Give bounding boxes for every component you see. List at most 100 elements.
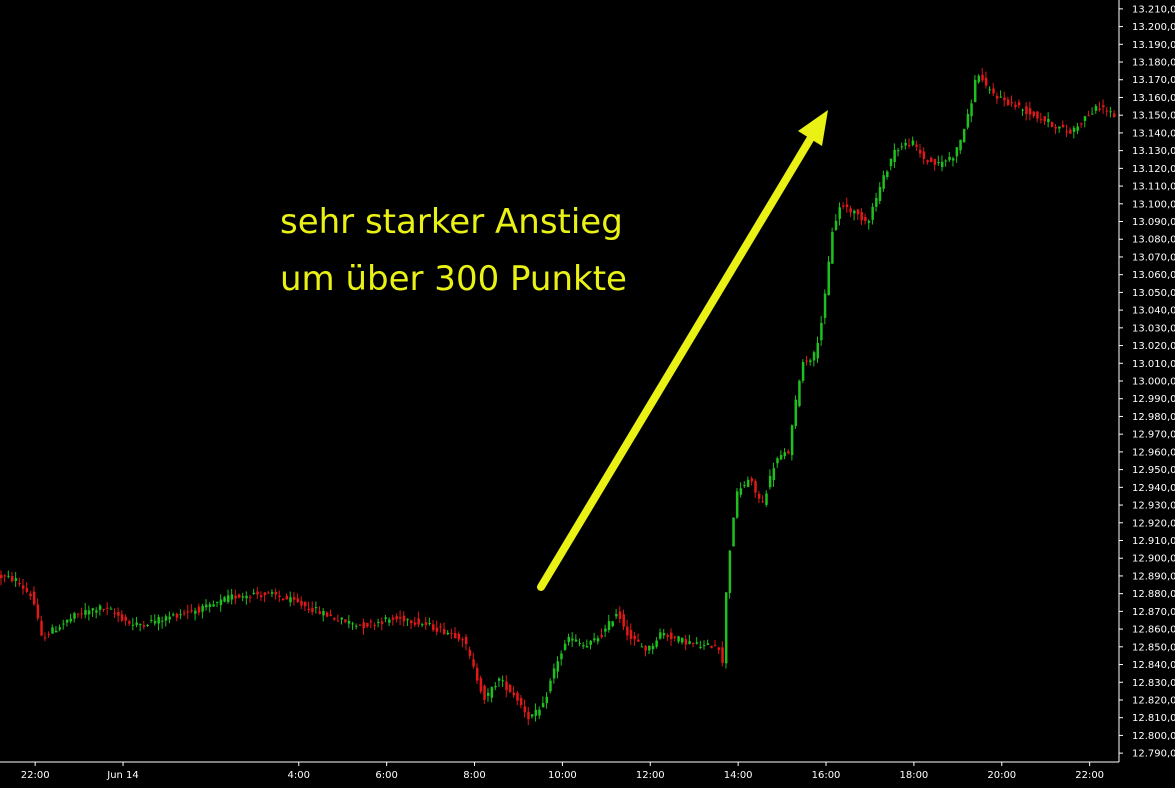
candle-body xyxy=(303,601,307,607)
candle xyxy=(54,626,58,633)
candle-body xyxy=(911,140,915,145)
candle-body xyxy=(457,634,461,640)
candle-body xyxy=(1054,127,1057,129)
x-tick-label: 20:00 xyxy=(987,770,1016,781)
candle xyxy=(933,158,937,171)
candle-body xyxy=(871,206,874,220)
candle-body xyxy=(95,610,98,613)
candle xyxy=(175,612,179,622)
y-tick-label: 12.900,0 xyxy=(1132,554,1175,565)
y-tick-label: 12.930,0 xyxy=(1132,501,1175,512)
candle-body xyxy=(245,595,248,599)
candle xyxy=(721,641,724,667)
candle xyxy=(970,99,973,123)
candle xyxy=(717,646,721,654)
candle-body xyxy=(1058,126,1061,129)
candle-body xyxy=(549,680,552,692)
candle-body xyxy=(14,578,18,581)
candle xyxy=(281,598,285,602)
candle xyxy=(728,549,732,599)
candle-body xyxy=(373,624,376,626)
candle-body xyxy=(820,322,823,341)
candle-body xyxy=(508,684,512,692)
candle-body xyxy=(21,585,25,589)
x-axis-ticks[interactable]: 22:00 Jun 14 4:00 6:00 8:00 10:00 12:00 14:00 16… xyxy=(21,762,1104,781)
candle xyxy=(951,156,955,167)
candle-body xyxy=(926,160,929,163)
y-tick-label: 13.100,0 xyxy=(1132,199,1175,210)
candle-body xyxy=(893,149,896,162)
candle xyxy=(1006,96,1010,107)
annotation-line-1: sehr starker Anstieg xyxy=(280,202,623,242)
candle-body xyxy=(875,198,878,207)
candle-body xyxy=(98,605,102,610)
candle-body xyxy=(406,619,409,621)
candle xyxy=(582,642,585,649)
candle-body xyxy=(486,692,490,696)
candle xyxy=(43,632,47,642)
candle xyxy=(948,152,951,163)
candle-body xyxy=(201,605,204,612)
candle xyxy=(1017,99,1021,109)
candle xyxy=(611,620,614,628)
candle xyxy=(1058,126,1061,133)
candle-body xyxy=(270,592,274,594)
candle-body xyxy=(516,692,519,701)
candle xyxy=(779,450,783,460)
candle xyxy=(648,645,651,655)
y-tick-label: 13.130,0 xyxy=(1132,146,1175,157)
y-tick-label: 12.830,0 xyxy=(1132,678,1175,689)
candle xyxy=(344,619,347,624)
y-axis-ticks[interactable]: 12.790,0 12.800,0 12.810,0 12.820,0 12.830,0… xyxy=(1119,4,1175,760)
candle xyxy=(585,639,589,648)
candle-body xyxy=(322,611,325,616)
candle xyxy=(849,205,852,217)
candle-body xyxy=(1003,97,1006,101)
candle xyxy=(472,652,475,669)
candle xyxy=(794,395,798,429)
candle-body xyxy=(702,645,706,647)
candle xyxy=(32,586,36,606)
candle-body xyxy=(333,617,336,620)
candle xyxy=(966,108,970,130)
candle-body xyxy=(995,95,999,99)
candle-body xyxy=(351,623,354,625)
candle xyxy=(1065,124,1068,137)
y-tick-label: 13.200,0 xyxy=(1132,22,1175,33)
candle-body xyxy=(25,588,29,592)
candle xyxy=(659,628,662,640)
candle xyxy=(124,614,127,626)
candle xyxy=(860,208,863,226)
candle-body xyxy=(468,649,472,656)
candle xyxy=(1036,110,1039,123)
candle xyxy=(926,159,929,165)
candle xyxy=(604,624,607,638)
candle-body xyxy=(563,643,567,650)
candle-body xyxy=(827,261,830,296)
candle xyxy=(644,645,647,657)
candle xyxy=(984,71,988,89)
candle-body xyxy=(809,360,812,363)
candle-body xyxy=(410,620,413,624)
x-tick-label: 22:00 xyxy=(21,770,50,781)
candle xyxy=(278,590,281,603)
x-tick-label: 18:00 xyxy=(899,770,928,781)
candle xyxy=(318,606,322,615)
candle xyxy=(988,86,992,94)
candle xyxy=(574,634,578,642)
candle-body xyxy=(292,597,296,600)
candle xyxy=(732,517,735,547)
y-tick-label: 13.020,0 xyxy=(1132,341,1175,352)
candle xyxy=(47,631,51,638)
candle xyxy=(421,622,424,628)
candle-body xyxy=(823,293,827,318)
y-tick-label: 13.040,0 xyxy=(1132,306,1175,317)
y-tick-label: 12.790,0 xyxy=(1132,749,1175,760)
candle-body xyxy=(626,626,629,636)
candle xyxy=(999,90,1003,98)
y-tick-label: 12.870,0 xyxy=(1132,607,1175,618)
candle-body xyxy=(651,645,655,650)
candle-body xyxy=(296,598,300,603)
candle-body xyxy=(7,575,10,577)
candle xyxy=(274,588,278,600)
